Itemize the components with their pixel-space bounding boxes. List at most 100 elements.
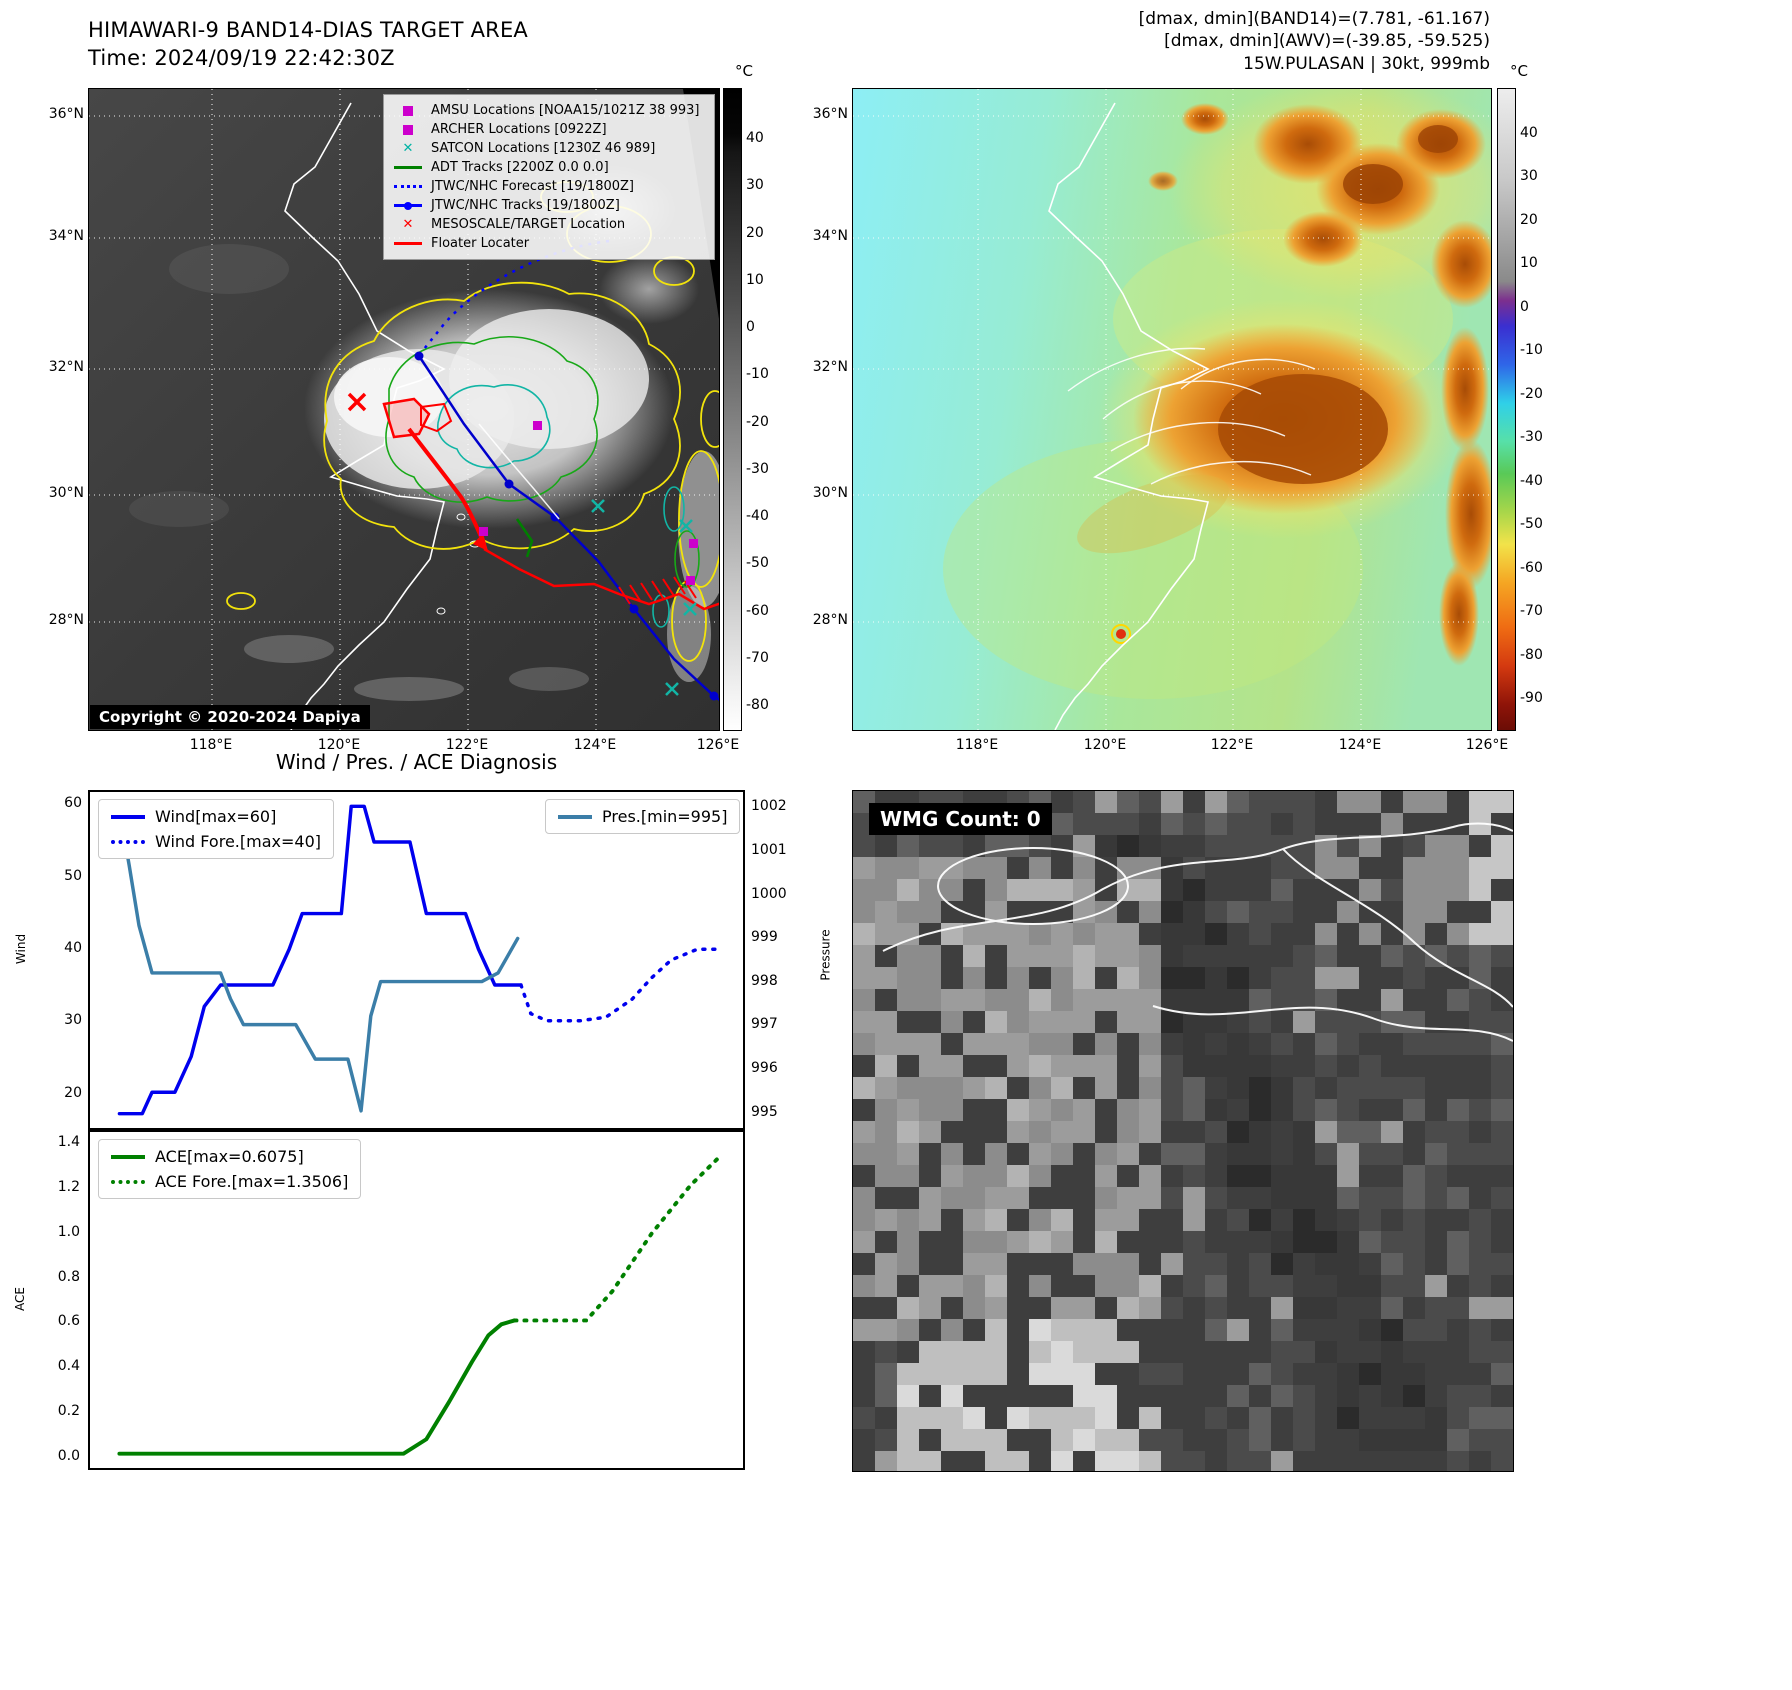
legend-item-jtwc-tracks: JTWC/NHC Tracks [19/1800Z] (392, 196, 706, 215)
amsu-archer-markers (479, 421, 698, 585)
lat-tick: 34°N (812, 228, 848, 244)
line-marker-icon (392, 161, 424, 175)
wmg-pixel-blocks (853, 791, 1513, 1471)
dotted-line-marker-icon (392, 180, 424, 194)
x-marker-icon (392, 142, 424, 156)
colorbar-tick: -50 (1520, 516, 1543, 532)
legend-label: ACE Fore.[max=1.3506] (155, 1172, 349, 1191)
jtwc-track-line (417, 355, 719, 702)
wmg-map: WMG Count: 0 (852, 790, 1514, 1472)
ace-axis-tick: 0.6 (57, 1313, 80, 1329)
legend-item-ace-forecast: ACE Fore.[max=1.3506] (111, 1172, 348, 1191)
colorbar-unit: °C (735, 62, 753, 80)
pressure-axis-tick: 1000 (751, 886, 787, 902)
awv-grid-lines (853, 89, 1491, 730)
colorbar-tick: 10 (1520, 255, 1538, 271)
ace-line-sample (111, 1154, 145, 1159)
ace-axis-label: ACE (12, 1287, 27, 1311)
colorbar-tick: -60 (1520, 560, 1543, 576)
colorbar-tick: -70 (746, 650, 769, 666)
legend-item-ace: ACE[max=0.6075] (111, 1147, 348, 1166)
lon-tick: 126°E (696, 737, 740, 753)
colorbar-tick: 20 (746, 225, 764, 241)
adt-track-line (515, 518, 534, 558)
legend-label: ARCHER Locations [0922Z] (431, 122, 607, 137)
line-marker-icon (392, 237, 424, 251)
lat-tick: 34°N (48, 228, 84, 244)
legend-item-mesoscale: MESOSCALE/TARGET Location (392, 215, 706, 234)
legend-item-wind-forecast: Wind Fore.[max=40] (111, 832, 321, 851)
pressure-axis-tick: 996 (751, 1060, 778, 1076)
wind-axis-tick: 20 (64, 1085, 82, 1101)
colorbar-tick: 30 (746, 177, 764, 193)
band14-title: HIMAWARI-9 BAND14-DIAS TARGET AREA (88, 18, 528, 42)
wind-axis-tick: 30 (64, 1012, 82, 1028)
legend-item-jtwc-forecast: JTWC/NHC Forecast [19/1800Z] (392, 177, 706, 196)
lon-tick: 120°E (317, 737, 361, 753)
lon-tick: 118°E (955, 737, 999, 753)
x-marker-icon (392, 218, 424, 232)
legend-label: ADT Tracks [2200Z 0.0 0.0] (431, 160, 609, 175)
wind-line-sample (111, 814, 145, 819)
lat-tick: 30°N (812, 485, 848, 501)
pressure-axis-tick: 995 (751, 1104, 778, 1120)
lat-tick: 32°N (48, 359, 84, 375)
band14-legend: AMSU Locations [NOAA15/1021Z 38 993] ARC… (383, 94, 715, 260)
ace-axis-tick: 0.4 (57, 1358, 80, 1374)
legend-item-satcon: SATCON Locations [1230Z 46 989] (392, 139, 706, 158)
pressure-axis-label: Pressure (818, 929, 833, 981)
colorbar-tick: -80 (1520, 647, 1543, 663)
pressure-axis-tick: 997 (751, 1016, 778, 1032)
lat-tick: 36°N (48, 106, 84, 122)
copyright-label: Copyright © 2020-2024 Dapiya (90, 705, 370, 729)
square-marker-icon (392, 104, 424, 118)
lon-tick: 126°E (1465, 737, 1509, 753)
colorbar-tick: -20 (1520, 386, 1543, 402)
legend-item-amsu: AMSU Locations [NOAA15/1021Z 38 993] (392, 101, 706, 120)
lat-tick: 32°N (812, 359, 848, 375)
lat-tick: 36°N (812, 106, 848, 122)
awv-satellite-image (853, 89, 1491, 730)
diagnosis-title: Wind / Pres. / ACE Diagnosis (275, 750, 558, 774)
ace-axis-tick: 0.0 (57, 1448, 80, 1464)
wind-streamlines (1067, 347, 1316, 485)
lon-tick: 118°E (189, 737, 233, 753)
wmg-count-badge: WMG Count: 0 (869, 803, 1052, 835)
ace-axis-tick: 1.2 (57, 1179, 80, 1195)
colorbar-tick: -80 (746, 697, 769, 713)
legend-label: Wind[max=60] (155, 807, 277, 826)
wind-forecast-line-sample (111, 839, 145, 844)
colorbar-tick: 40 (1520, 125, 1538, 141)
lat-tick: 28°N (812, 612, 848, 628)
awv-colorbar (1497, 88, 1516, 731)
wind-pressure-plot (117, 804, 722, 1116)
lon-tick: 122°E (1210, 737, 1254, 753)
lon-tick: 124°E (573, 737, 617, 753)
ace-plot (117, 1154, 723, 1456)
pressure-axis-tick: 1001 (751, 842, 787, 858)
band14-map: AMSU Locations [NOAA15/1021Z 38 993] ARC… (88, 88, 720, 731)
colorbar-tick: 0 (746, 319, 755, 335)
lon-tick: 124°E (1338, 737, 1382, 753)
lon-tick: 120°E (1083, 737, 1127, 753)
mesoscale-target-overlays (347, 392, 719, 611)
legend-item-adt: ADT Tracks [2200Z 0.0 0.0] (392, 158, 706, 177)
legend-label: ACE[max=0.6075] (155, 1147, 304, 1166)
colorbar-tick: -20 (746, 414, 769, 430)
wmg-map-image (853, 791, 1513, 1471)
colorbar-tick: 0 (1520, 299, 1529, 315)
band14-time-label: Time: 2024/09/19 22:42:30Z (88, 46, 395, 70)
colorbar-tick: -10 (1520, 342, 1543, 358)
lat-tick: 28°N (48, 612, 84, 628)
line-dot-marker-icon (392, 199, 424, 213)
wind-axis-label: Wind (14, 933, 29, 965)
legend-item-floater: Floater Locater (392, 234, 706, 253)
ace-axis-tick: 1.4 (57, 1134, 80, 1150)
colorbar-tick: 30 (1520, 168, 1538, 184)
legend-label: AMSU Locations [NOAA15/1021Z 38 993] (431, 103, 700, 118)
colorbar-tick: -60 (746, 603, 769, 619)
wind-legend: Wind[max=60] Wind Fore.[max=40] (98, 799, 334, 859)
ace-axis-tick: 0.2 (57, 1403, 80, 1419)
colorbar-tick: -50 (746, 555, 769, 571)
wind-axis-tick: 50 (64, 868, 82, 884)
